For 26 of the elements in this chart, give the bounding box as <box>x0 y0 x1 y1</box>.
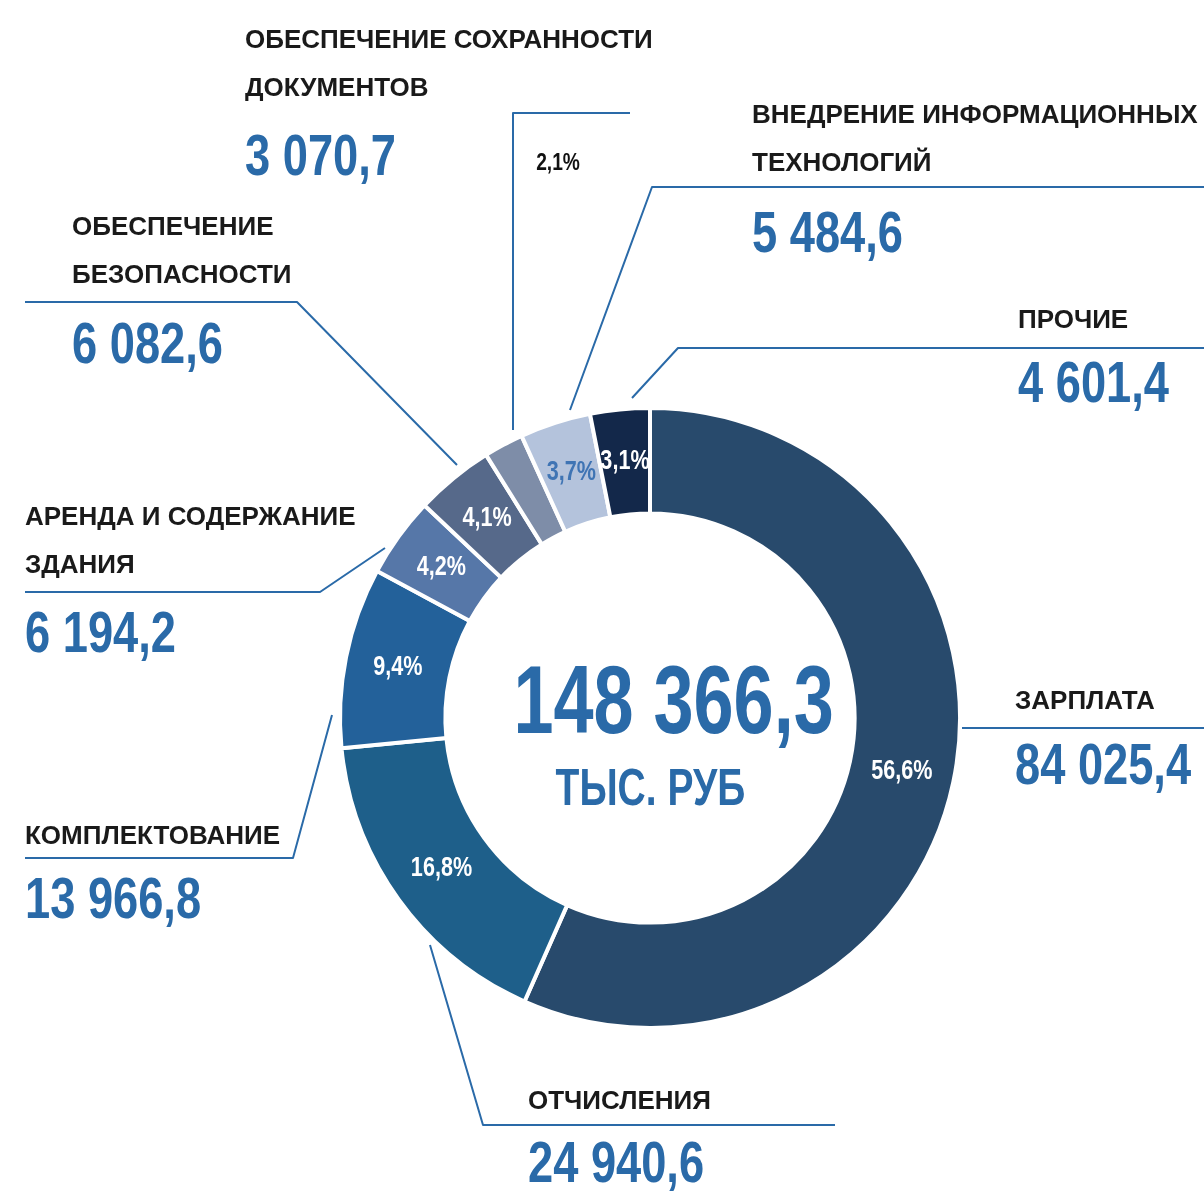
slice-label: ОБЕСПЕЧЕНИЕ БЕЗОПАСНОСТИ <box>72 210 293 291</box>
data-label: 13 966,8 <box>25 865 202 930</box>
text: 2,1% <box>536 147 580 176</box>
slice-label: ЗАРПЛАТА <box>1015 684 1156 717</box>
slice-label: АРЕНДА И СОДЕРЖАНИЕ ЗДАНИЯ <box>25 500 357 581</box>
text: 148 366,3 <box>513 645 834 755</box>
text: 3,1% <box>600 445 650 475</box>
slice-label: КОМПЛЕКТОВАНИЕ <box>25 819 282 852</box>
data-label: 24 940,6 <box>528 1129 705 1191</box>
data-label: 84 025,4 <box>1015 731 1192 796</box>
text: 16,8% <box>410 851 473 882</box>
text: 3,7% <box>546 456 596 487</box>
text: 56,6% <box>871 754 933 785</box>
text: 9,4% <box>373 650 423 681</box>
text: ТЫС. РУБ <box>555 757 745 818</box>
data-label: 3 070,7 <box>245 122 396 187</box>
slice-label: ОТЧИСЛЕНИЯ <box>528 1084 712 1117</box>
slice-label: ОБЕСПЕЧЕНИЕ СОХРАННОСТИ ДОКУМЕНТОВ <box>245 23 654 104</box>
slice-label: ВНЕДРЕНИЕ ИНФОРМАЦИОННЫХ ТЕХНОЛОГИЙ <box>752 98 1199 179</box>
data-label: 5 484,6 <box>752 199 903 264</box>
data-label: 4 601,4 <box>1018 349 1169 414</box>
data-label: 6 082,6 <box>72 310 223 375</box>
slice-label: ПРОЧИЕ <box>1018 303 1130 336</box>
text: 4,1% <box>462 502 512 532</box>
data-label: 6 194,2 <box>25 599 176 664</box>
text: 4,2% <box>416 550 466 581</box>
